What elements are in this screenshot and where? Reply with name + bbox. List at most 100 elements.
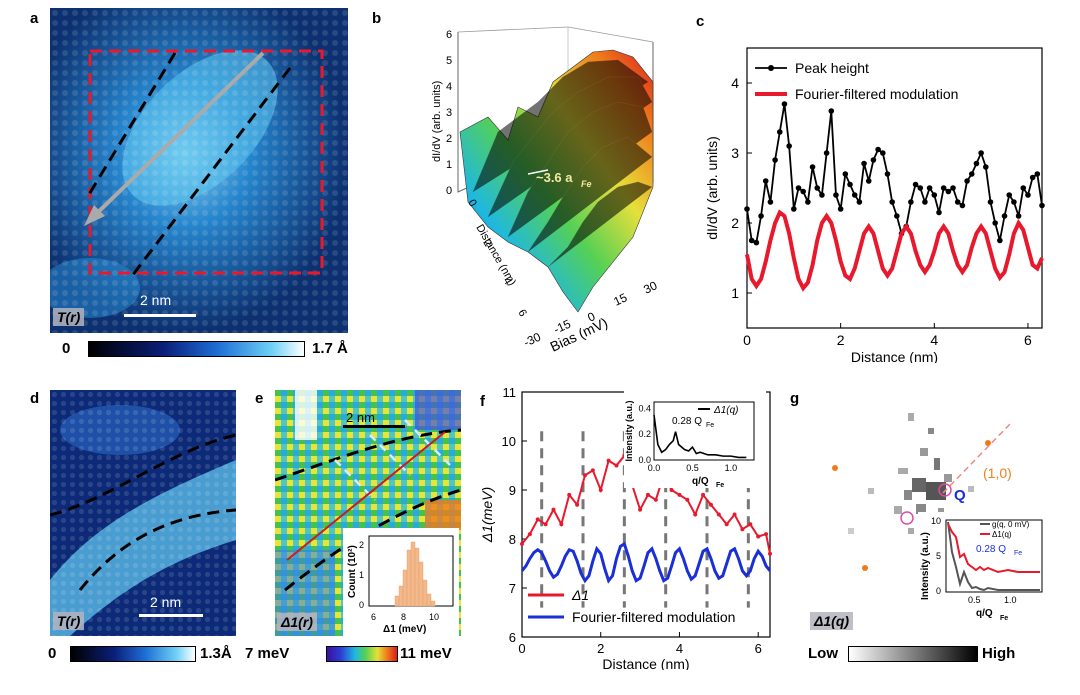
panel-c-point	[1011, 199, 1017, 205]
panel-c-point	[889, 199, 895, 205]
panel-f-ytick-label: 10	[502, 434, 516, 449]
panel-c-point	[781, 101, 788, 107]
panel-b-ztick: 4	[446, 81, 452, 93]
panel-c-label: c	[696, 13, 704, 30]
panel-c-series-0	[746, 103, 1043, 244]
panel-g-q-label: Q	[954, 487, 966, 504]
panel-g-inset-ytick: 0	[936, 586, 941, 596]
panel-c-point	[964, 178, 970, 184]
panel-b-xtick: 15	[611, 290, 629, 308]
panel-c-point	[912, 181, 919, 188]
panel-c-point	[884, 171, 891, 177]
panel-c-point	[983, 164, 989, 170]
panel-f-point	[590, 468, 595, 473]
panel-c-point	[809, 164, 816, 170]
panel-b-ztick: 0	[446, 185, 452, 197]
panel-f-ylabel: Δ1(meV)	[479, 487, 495, 543]
panel-c-point	[959, 202, 966, 209]
panel-b-ztick: 1	[446, 159, 452, 171]
panel-f-inset-bg	[624, 390, 766, 488]
panel-e-inset-xtick: 8	[401, 612, 406, 622]
panel-c-point	[1015, 213, 1022, 219]
panel-c-point	[786, 143, 792, 149]
panel-b-xtick: 30	[641, 278, 659, 296]
panel-f-ytick-label: 9	[509, 483, 516, 498]
panel-c-point	[847, 181, 853, 188]
panel-c-point	[908, 199, 914, 205]
panel-c-ytick-label: 4	[731, 75, 739, 91]
panel-c-point	[772, 157, 778, 163]
panel-c-point	[992, 220, 998, 226]
panel-c-point	[833, 192, 839, 198]
panel-b-ytick: 0	[465, 198, 478, 209]
panel-a-colorbar	[88, 341, 305, 357]
panel-f-point	[716, 512, 721, 517]
panel-a-label: a	[30, 10, 39, 27]
panel-b-annotation-sub: Fe	[581, 179, 592, 189]
panel-c-point	[762, 178, 769, 184]
panel-c-point	[950, 185, 956, 191]
panel-c-point	[776, 129, 783, 135]
panel-d-tag: T(r)	[53, 612, 85, 630]
panel-f-point	[543, 522, 548, 527]
panel-f-inset-ytick: 0.0	[638, 455, 651, 465]
panel-g-colorbar	[848, 646, 978, 662]
panel-c-point	[997, 237, 1003, 244]
panel-d-scalebar-label: 2 nm	[150, 594, 182, 610]
panel-c-point	[865, 178, 872, 184]
panel-c-point	[945, 188, 952, 195]
panel-e-tag: Δ1(r)	[277, 613, 317, 631]
panel-c-legend-label: Peak height	[795, 60, 869, 76]
panel-e-inset-ytick: 1	[359, 570, 364, 580]
panel-c-point	[879, 150, 886, 156]
panel-e-inset-ytick: 2	[359, 540, 364, 550]
panel-d-label: d	[30, 390, 40, 407]
panel-e-inset-histogram: Count (10²) 0 1 2 6 8 10 Δ1 (meV)	[347, 535, 454, 635]
panel-f-xlabel: Distance (nm)	[602, 656, 689, 670]
panel-f-inset-xlabel: q/Q	[692, 476, 709, 487]
panel-a-tag: T(r)	[53, 308, 85, 326]
panel-g-label: g	[790, 390, 800, 407]
panel-f-point	[768, 551, 772, 556]
panel-f-legend-label: Fourier-filtered modulation	[572, 609, 735, 625]
panel-f-point	[535, 517, 540, 522]
panel-c-point	[1039, 202, 1045, 209]
panel-f-inset-series	[653, 414, 747, 459]
panel-c-point	[926, 185, 933, 191]
panel-f-xtick-label: 0	[518, 641, 525, 656]
panel-f-inset-frame	[653, 401, 755, 461]
panel-c-point	[791, 206, 797, 212]
panel-c-xtick-label: 4	[930, 332, 938, 348]
panel-f-series-1	[520, 541, 772, 584]
panel-a-roi-box	[88, 49, 324, 275]
panel-c-legend-marker	[768, 65, 774, 71]
panel-g-tag: Δ1(q)	[810, 612, 854, 630]
panel-c-point	[795, 185, 802, 191]
panel-c-point	[931, 192, 938, 198]
panel-c-point	[936, 209, 942, 216]
panel-c-point	[1006, 192, 1013, 198]
panel-f-inset-xtick: 0.0	[648, 463, 661, 473]
panel-f-point	[693, 512, 698, 517]
panel-b-ztick: 2	[446, 133, 452, 145]
panel-c-point	[748, 237, 755, 244]
panel-f-ytick-label: 6	[509, 630, 516, 645]
panel-f-inset-xtick: 1.0	[725, 463, 738, 473]
panel-b-zlabel: dI/dV (arb. units)	[431, 81, 443, 162]
panel-e-label: e	[255, 390, 264, 407]
panel-b-3d-waterfall: ~3.6 a Fe 0 1 2 3 4 5 6 dI/dV (arb. unit…	[431, 26, 660, 352]
panel-g-inset-annotation: 0.28 Q	[976, 544, 1006, 555]
panel-c-point	[917, 185, 924, 191]
panel-b-ztick: 6	[446, 29, 452, 41]
panel-d-cbar-max: 1.3Å	[200, 645, 232, 662]
panel-c-point	[968, 171, 975, 177]
panel-f-point	[551, 507, 556, 512]
panel-e-inset-xlabel: Δ1 (meV)	[383, 624, 426, 635]
panel-c-point	[819, 192, 825, 198]
panel-c-ytick-label: 3	[731, 145, 739, 161]
panel-c-point	[894, 213, 900, 219]
panel-c-xtick-label: 6	[1024, 332, 1032, 348]
panel-d-cbar-min: 0	[48, 645, 57, 662]
panel-a-cbar-min: 0	[62, 340, 71, 357]
